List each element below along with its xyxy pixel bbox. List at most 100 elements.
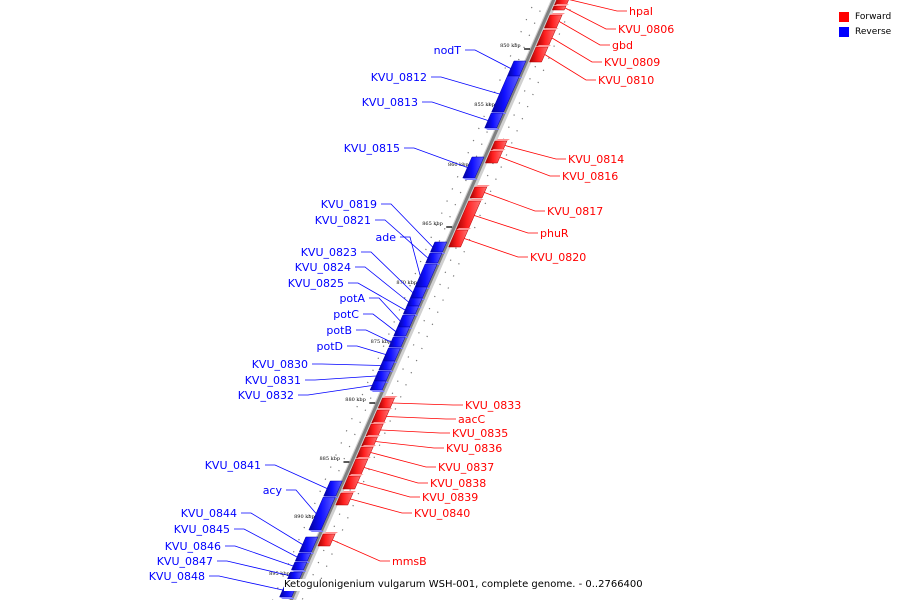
gene-label-kvu-0846[interactable]: KVU_0846	[165, 540, 221, 553]
gene-label-kvu-0817[interactable]: KVU_0817	[547, 205, 603, 218]
gene-label-kvu-0824[interactable]: KVU_0824	[295, 261, 351, 274]
forward-gene-block[interactable]	[484, 149, 506, 164]
gene-label-kvu-0823[interactable]: KVU_0823	[301, 246, 357, 259]
gene-label-kvu-0815[interactable]: KVU_0815	[344, 142, 400, 155]
gene-cap	[554, 4, 570, 6]
gene-cap	[323, 532, 339, 534]
gene-label-mmsb[interactable]: mmsB	[392, 555, 427, 568]
tick-label: 895 kbp	[269, 571, 290, 577]
tick-label: 885 kbp	[319, 456, 340, 462]
gene-label-kvu-0838[interactable]: KVU_0838	[430, 477, 486, 490]
forward-gene-block[interactable]	[529, 45, 552, 63]
forward-gene-block[interactable]	[469, 185, 490, 199]
gene-label-potd[interactable]: potD	[317, 340, 344, 353]
gene-leader-line	[363, 313, 396, 332]
gene-label-kvu-0833[interactable]: KVU_0833	[465, 399, 521, 412]
gene-cap	[341, 491, 357, 493]
reverse-gene-block[interactable]	[308, 496, 336, 532]
tick-label: 865 kbp	[422, 221, 443, 227]
forward-gene-block[interactable]	[536, 28, 559, 47]
gene-label-kvu-0839[interactable]: KVU_0839	[422, 491, 478, 504]
gene-label-kvu-0810[interactable]: KVU_0810	[598, 74, 654, 87]
gene-label-kvu-0813[interactable]: KVU_0813	[362, 96, 418, 109]
gene-leader-line	[286, 489, 317, 514]
gene-label-acy[interactable]: acy	[263, 484, 283, 497]
gene-cap	[456, 228, 472, 230]
gene-leader-line	[551, 37, 602, 63]
gene-label-kvu-0844[interactable]: KVU_0844	[181, 507, 237, 520]
gene-leader-line	[504, 145, 566, 160]
gene-label-kvu-0812[interactable]: KVU_0812	[371, 71, 427, 84]
gene-label-kvu-0825[interactable]: KVU_0825	[288, 277, 344, 290]
genome-caption: Ketogulonigenium vulgarum WSH-001, compl…	[284, 579, 643, 591]
reverse-gene-block[interactable]	[484, 112, 504, 130]
gene-leader-line	[350, 498, 412, 514]
gene-cap	[308, 530, 324, 532]
gene-layer	[279, 0, 570, 599]
gene-label-kvu-0821[interactable]: KVU_0821	[315, 214, 371, 227]
gene-leader-line	[217, 560, 290, 576]
gene-label-aacc[interactable]: aacC	[458, 413, 486, 426]
reverse-gene-block[interactable]	[369, 380, 387, 392]
gene-label-kvu-0845[interactable]: KVU_0845	[174, 523, 230, 536]
gene-cap	[291, 570, 307, 572]
forward-gene-block[interactable]	[551, 4, 570, 11]
forward-gene-block[interactable]	[335, 491, 357, 506]
forward-gene-block[interactable]	[355, 445, 377, 459]
legend-label-reverse: Reverse	[855, 26, 892, 37]
gene-cap	[382, 396, 398, 398]
forward-gene-block[interactable]	[448, 228, 472, 248]
gene-label-potc[interactable]: potC	[333, 308, 359, 321]
gene-label-ade[interactable]: ade	[376, 231, 397, 244]
gene-label-kvu-0819[interactable]: KVU_0819	[321, 198, 377, 211]
gene-label-kvu-0835[interactable]: KVU_0835	[452, 427, 508, 440]
gene-label-kvu-0836[interactable]: KVU_0836	[446, 442, 502, 455]
gene-leader-line	[241, 512, 303, 545]
gene-label-kvu-0848[interactable]: KVU_0848	[149, 570, 205, 583]
gene-leader-line	[265, 464, 328, 489]
reverse-gene-block[interactable]	[462, 156, 485, 180]
forward-gene-block[interactable]	[317, 532, 339, 547]
gene-label-kvu-0830[interactable]: KVU_0830	[252, 358, 308, 371]
gene-leader-line	[356, 329, 392, 343]
gene-leader-line	[332, 539, 390, 562]
gene-cap	[370, 390, 386, 392]
gene-label-kvu-0809[interactable]: KVU_0809	[604, 56, 660, 69]
backbone-layer	[271, 0, 575, 600]
gene-label-kvu-0814[interactable]: KVU_0814	[568, 153, 624, 166]
gene-label-gbd[interactable]: gbd	[612, 39, 633, 52]
gene-label-kvu-0816[interactable]: KVU_0816	[562, 170, 618, 183]
gene-label-potb[interactable]: potB	[326, 324, 352, 337]
gene-cap	[365, 435, 381, 437]
gene-label-kvu-0841[interactable]: KVU_0841	[205, 459, 261, 472]
gene-label-kvu-0831[interactable]: KVU_0831	[245, 374, 301, 387]
gene-leader-line	[484, 192, 545, 212]
gene-label-kvu-0832[interactable]: KVU_0832	[238, 389, 294, 402]
legend: Forward Reverse	[839, 9, 891, 39]
gene-leader-line	[380, 429, 450, 434]
gene-body	[551, 5, 567, 11]
gene-leader-line	[569, 0, 627, 12]
gene-leader-line	[370, 452, 436, 468]
gene-leader-line	[404, 147, 468, 168]
gene-label-kvu-0806[interactable]: KVU_0806	[618, 23, 674, 36]
gene-cap	[484, 128, 500, 130]
legend-label-forward: Forward	[855, 11, 892, 22]
gene-label-kvu-0847[interactable]: KVU_0847	[157, 555, 213, 568]
gene-label-nodt[interactable]: nodT	[434, 44, 462, 57]
forward-gene-block[interactable]	[490, 139, 510, 151]
gene-label-kvu-0820[interactable]: KVU_0820	[530, 251, 586, 264]
gene-label-kvu-0840[interactable]: KVU_0840	[414, 507, 470, 520]
gene-label-phur[interactable]: phuR	[540, 227, 569, 240]
gene-label-pota[interactable]: potA	[339, 292, 365, 305]
gene-label-kvu-0837[interactable]: KVU_0837	[438, 461, 494, 474]
reverse-gene-block[interactable]	[290, 561, 308, 572]
gene-label-hpai[interactable]: hpaI	[629, 5, 653, 18]
gene-leader-line	[348, 282, 406, 311]
gene-leader-line	[474, 215, 538, 234]
gene-leader-line	[305, 375, 377, 381]
forward-gene-block[interactable]	[342, 474, 364, 490]
gene-leader-line	[381, 203, 433, 248]
legend-item-forward: Forward	[839, 9, 891, 24]
